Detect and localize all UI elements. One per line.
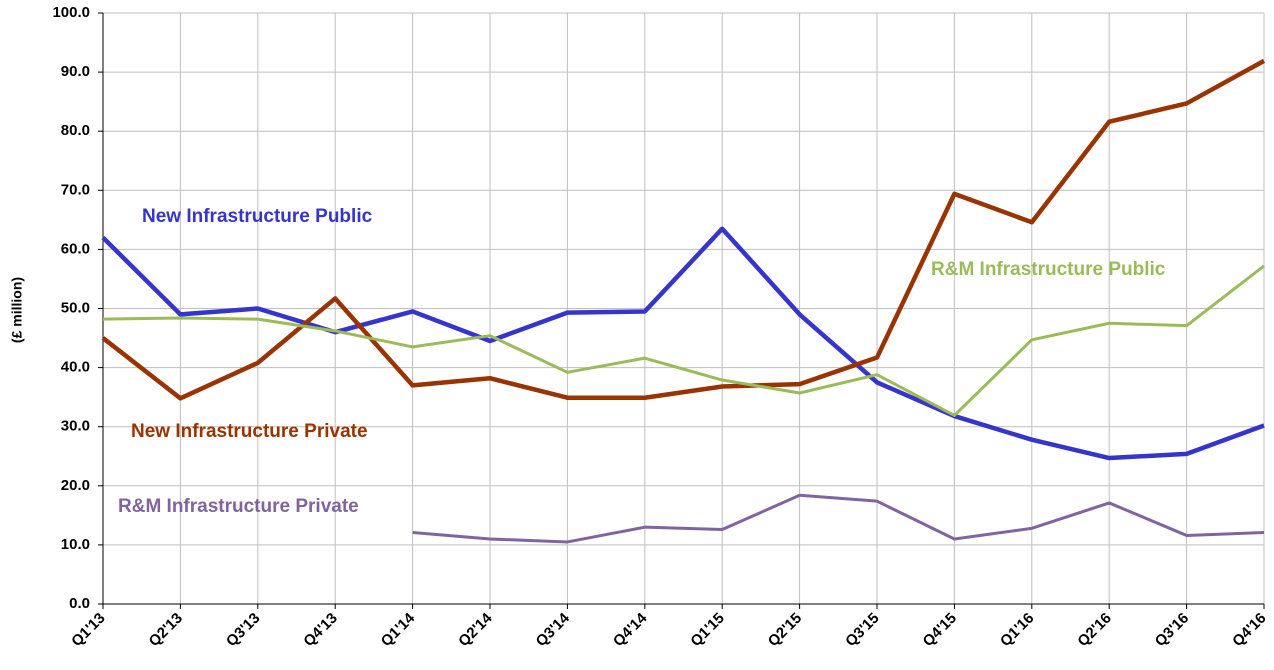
series-label: New Infrastructure Private [131,421,368,442]
x-tick-label: Q4'16 [1229,610,1269,650]
x-tick-label: Q2'16 [1074,610,1114,650]
x-tick-label: Q4'15 [920,610,960,650]
y-tick-label: 80.0 [61,122,90,139]
y-tick-label: 20.0 [61,477,90,494]
series-label: R&M Infrastructure Public [931,259,1166,280]
x-tick-label: Q2'13 [146,610,186,650]
series-line [101,226,1265,461]
x-tick-label: Q3'16 [1152,610,1192,650]
x-tick-label: Q4'14 [610,609,651,650]
x-tick-label: Q1'15 [687,610,727,650]
y-tick-label: 0.0 [69,595,90,612]
x-tick-label: Q1'14 [378,609,419,650]
x-tick-label: Q4'13 [300,610,340,650]
x-tick-label: Q3'15 [842,610,882,650]
y-tick-label: 60.0 [61,240,90,257]
y-tick-label: 100.0 [52,4,90,21]
y-tick-label: 90.0 [61,63,90,80]
x-tick-label: Q3'13 [223,610,263,650]
y-tick-label: 10.0 [61,536,90,553]
series-label: R&M Infrastructure Private [118,496,359,517]
y-axis-label: (£ million) [9,277,25,343]
series-line [412,493,1265,544]
x-tick-label: Q3'14 [533,609,574,650]
y-tick-label: 30.0 [61,418,90,435]
x-tick-label: Q1'16 [997,610,1037,650]
series-line [102,264,1265,417]
x-tick-label: Q2'14 [455,609,496,650]
y-tick-label: 70.0 [61,181,90,198]
x-tick-label: Q2'15 [765,610,805,650]
series-label: New Infrastructure Public [142,206,373,227]
x-tick-label: Q1'13 [68,610,108,650]
y-tick-label: 50.0 [61,299,90,316]
y-tick-label: 40.0 [61,359,90,376]
series-line [101,58,1266,401]
